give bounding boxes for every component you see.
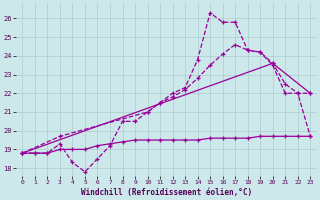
X-axis label: Windchill (Refroidissement éolien,°C): Windchill (Refroidissement éolien,°C) <box>81 188 252 197</box>
